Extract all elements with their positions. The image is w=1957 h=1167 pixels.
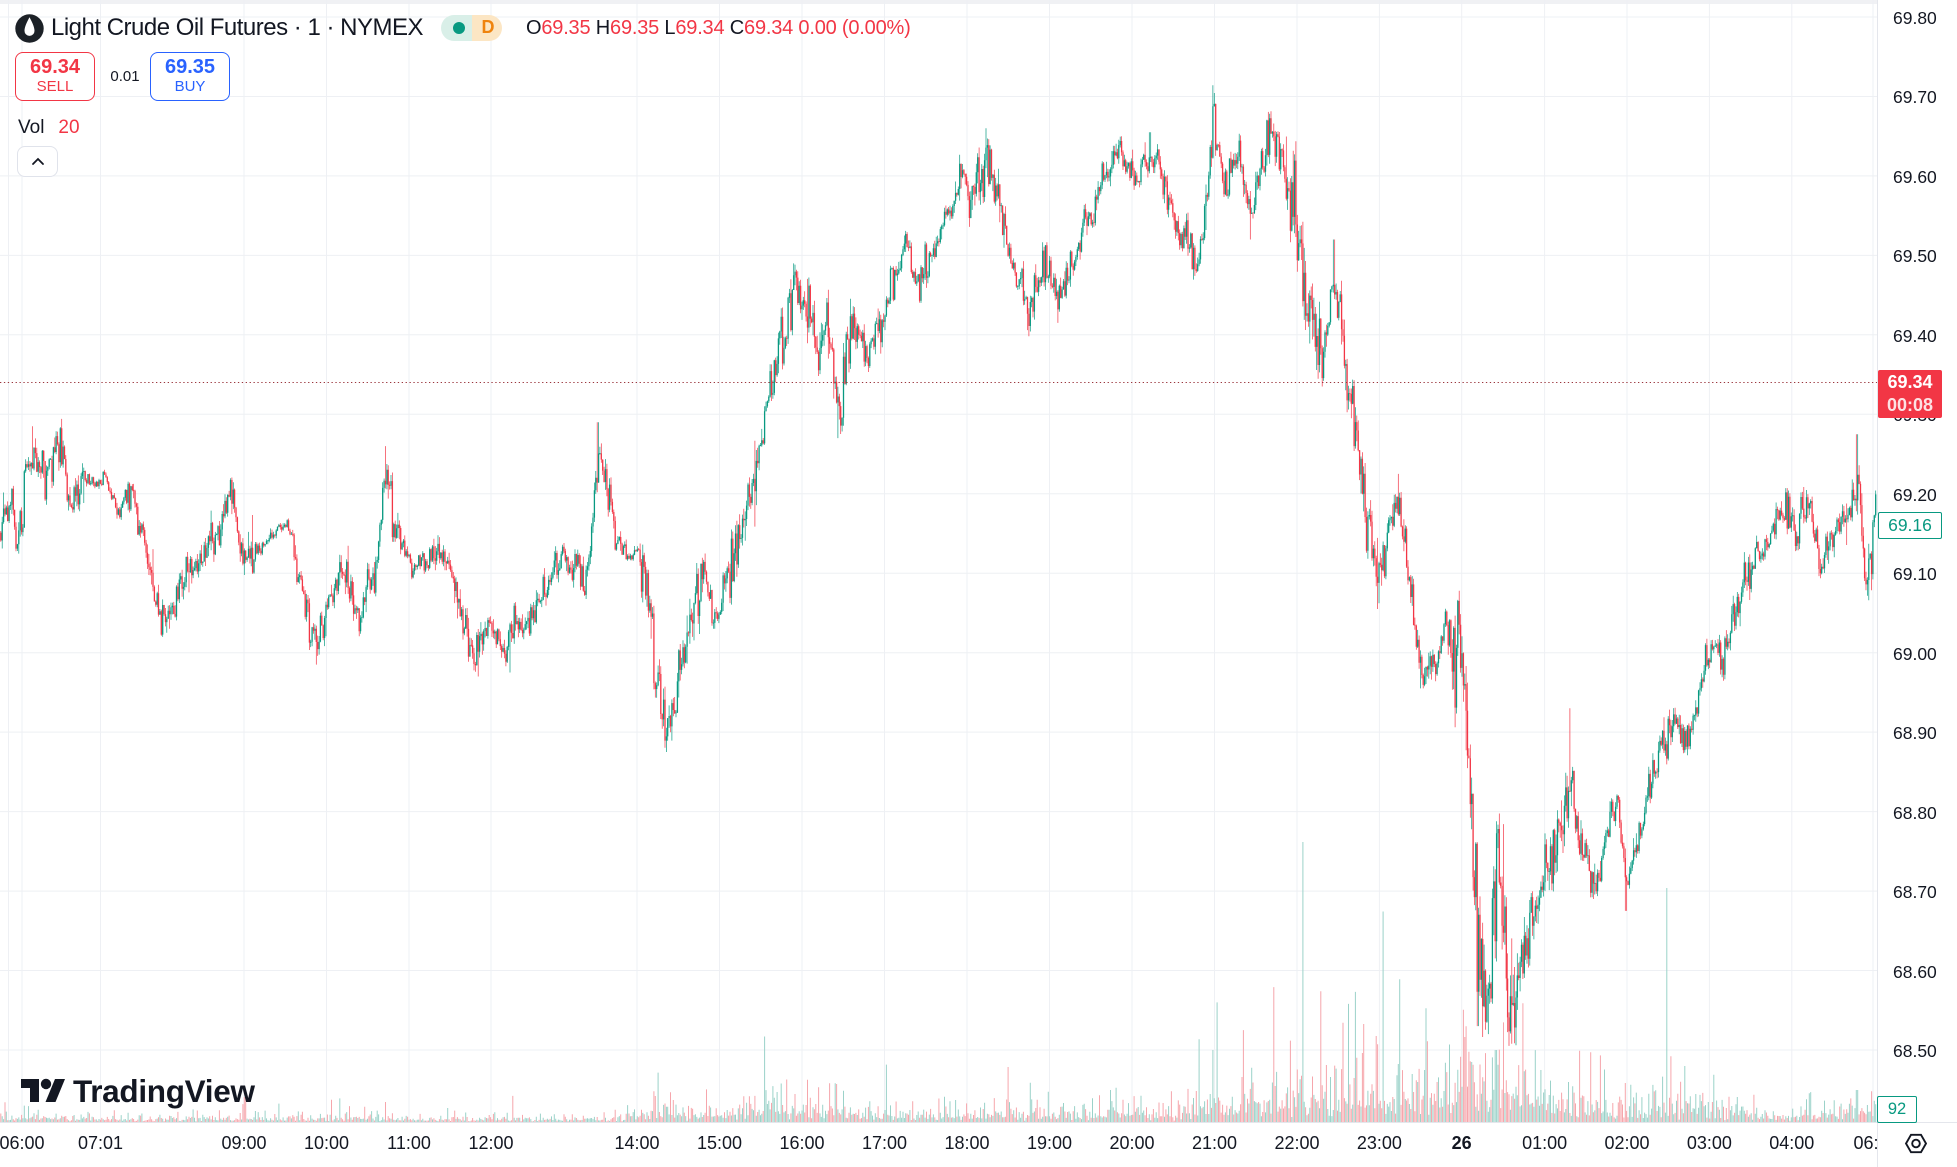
svg-text:TradingView: TradingView [73,1073,255,1109]
